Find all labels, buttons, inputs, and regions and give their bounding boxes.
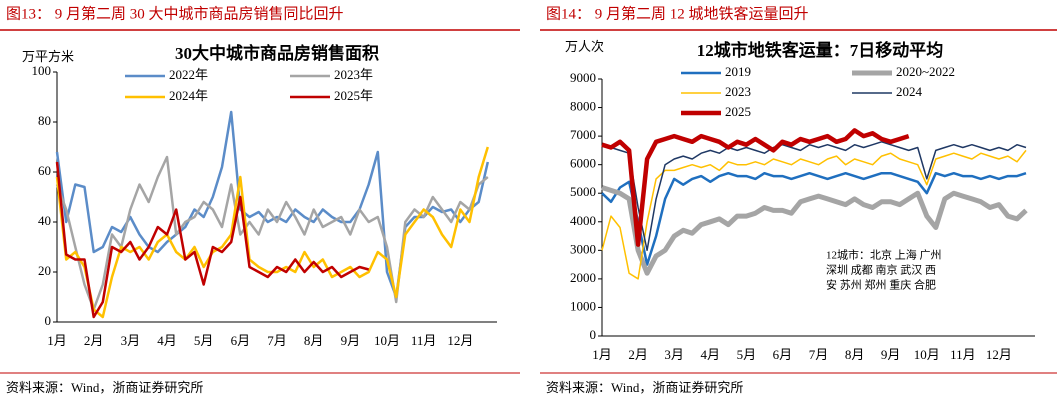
y-tick-label: 100 xyxy=(32,63,52,78)
series-line xyxy=(55,161,370,319)
legend-label: 2023 xyxy=(725,84,751,99)
y-tick-label: 2000 xyxy=(570,270,596,285)
source: 资料来源：Wind，浙商证券研究所 xyxy=(546,380,743,395)
x-tick-label: 2月 xyxy=(84,333,104,348)
x-tick-label: 9月 xyxy=(881,347,901,362)
legend-label: 2025 xyxy=(725,104,751,119)
y-tick-label: 80 xyxy=(38,113,51,128)
series-line xyxy=(601,149,1027,280)
legend-label: 2023年 xyxy=(334,67,373,82)
y-tick-label: 40 xyxy=(38,213,51,228)
x-tick-label: 10月 xyxy=(914,347,940,362)
annotation: 深圳 成都 南京 武汉 西 xyxy=(826,263,936,277)
x-tick-label: 7月 xyxy=(267,333,287,348)
x-tick-label: 4月 xyxy=(700,347,720,362)
x-tick-label: 7月 xyxy=(809,347,829,362)
y-axis-label: 万平方米 xyxy=(22,49,74,64)
y-tick-label: 1000 xyxy=(570,298,596,313)
x-tick-label: 11月 xyxy=(950,347,976,362)
legend-label: 2020~2022 xyxy=(896,64,955,79)
y-tick-label: 0 xyxy=(45,313,52,328)
y-tick-label: 3000 xyxy=(570,241,596,256)
y-tick-label: 4000 xyxy=(570,213,596,228)
legend-label: 2019 xyxy=(725,64,751,79)
x-tick-label: 1月 xyxy=(47,333,67,348)
legend-label: 2022年 xyxy=(169,67,208,82)
x-tick-label: 5月 xyxy=(737,347,757,362)
annotation: 12城市：北京 上海 广州 xyxy=(826,248,942,262)
y-axis-label: 万人次 xyxy=(565,39,604,54)
series-line xyxy=(601,141,1027,252)
x-tick-label: 2月 xyxy=(628,347,648,362)
chart-title: 12城市地铁客运量：7日移动平均 xyxy=(697,40,944,60)
y-tick-label: 60 xyxy=(38,163,51,178)
series-line xyxy=(601,128,910,247)
series-line xyxy=(55,155,489,311)
annotation: 安 苏州 郑州 重庆 合肥 xyxy=(826,278,936,292)
x-tick-label: 8月 xyxy=(845,347,865,362)
source: 资料来源：Wind，浙商证券研究所 xyxy=(6,380,203,395)
y-tick-label: 7000 xyxy=(570,127,596,142)
x-tick-label: 12月 xyxy=(447,333,473,348)
x-tick-label: 8月 xyxy=(304,333,324,348)
caption: 图13： 9 月第二周 30 大中城市商品房销售同比回升 xyxy=(6,4,344,22)
legend-label: 2024 xyxy=(896,84,923,99)
y-tick-label: 8000 xyxy=(570,99,596,114)
x-tick-label: 10月 xyxy=(374,333,400,348)
x-tick-label: 3月 xyxy=(664,347,684,362)
y-tick-label: 9000 xyxy=(570,70,596,85)
x-tick-label: 12月 xyxy=(986,347,1012,362)
x-tick-label: 11月 xyxy=(411,333,437,348)
x-tick-label: 9月 xyxy=(341,333,361,348)
x-tick-label: 6月 xyxy=(773,347,793,362)
y-tick-label: 5000 xyxy=(570,184,596,199)
series-line xyxy=(601,171,1027,266)
y-tick-label: 6000 xyxy=(570,156,596,171)
x-tick-label: 4月 xyxy=(157,333,177,348)
x-tick-label: 3月 xyxy=(121,333,141,348)
series-line xyxy=(55,110,490,299)
legend-label: 2024年 xyxy=(169,88,208,103)
y-tick-label: 0 xyxy=(590,327,597,342)
x-tick-label: 5月 xyxy=(194,333,214,348)
chart-title: 30大中城市商品房销售面积 xyxy=(175,43,379,63)
y-tick-label: 20 xyxy=(38,263,51,278)
series-line xyxy=(601,185,1028,276)
x-tick-label: 1月 xyxy=(592,347,612,362)
legend-label: 2025年 xyxy=(334,88,373,103)
caption: 图14： 9 月第二周 12 城地铁客运量回升 xyxy=(546,4,809,22)
x-tick-label: 6月 xyxy=(231,333,251,348)
